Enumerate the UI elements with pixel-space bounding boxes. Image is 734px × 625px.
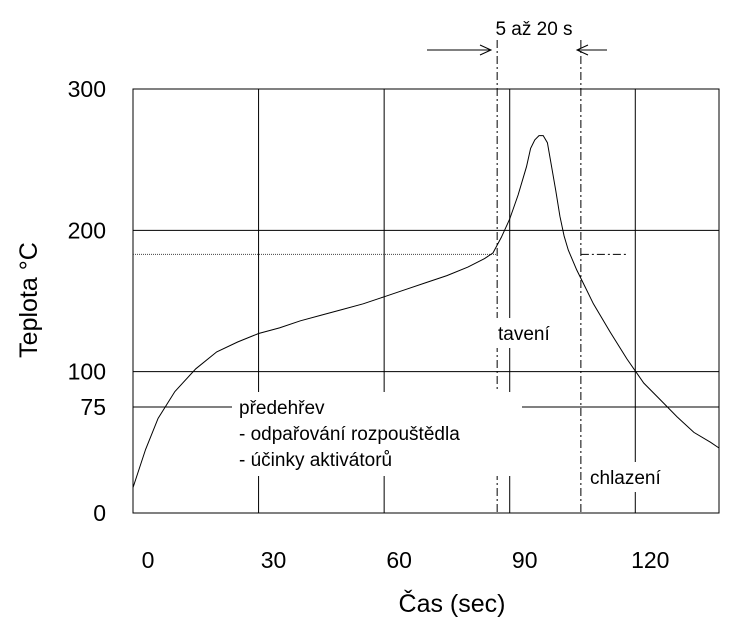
- y-tick-label: 75: [80, 394, 106, 420]
- cooling-label: chlazení: [590, 468, 661, 489]
- melting-label: tavení: [498, 324, 550, 345]
- annotations: předehřev - odpařování rozpouštědla - úč…: [232, 318, 706, 492]
- cooling-label-background: [586, 462, 706, 492]
- x-tick-label: 90: [512, 547, 538, 573]
- preheat-line-1: - odpařování rozpouštědla: [239, 424, 460, 445]
- reference-lines: [133, 40, 627, 513]
- preheat-label-background: [232, 392, 522, 476]
- preheat-title: předehřev: [239, 398, 325, 419]
- interval-marker: 5 až 20 s: [427, 19, 607, 56]
- x-tick-label: 60: [386, 547, 412, 573]
- temperature-curve: [132, 135, 720, 488]
- y-tick-label: 100: [68, 359, 106, 385]
- interval-arrow-left-head: [479, 44, 493, 56]
- x-tick-label: 120: [631, 547, 669, 573]
- interval-arrow-right-head: [575, 44, 589, 56]
- interval-label: 5 až 20 s: [495, 19, 572, 40]
- y-axis-label: Teplota °C: [15, 242, 43, 358]
- preheat-line-2: - účinky aktivátorů: [239, 450, 392, 471]
- y-tick-label: 300: [68, 76, 106, 102]
- y-tick-label: 0: [93, 500, 106, 526]
- temperature-series-line: [132, 135, 720, 488]
- y-tick-label: 200: [68, 217, 106, 243]
- melting-label-background: [492, 318, 570, 348]
- x-tick-label: 30: [261, 547, 287, 573]
- x-axis-label: Čas (sec): [399, 589, 506, 618]
- tick-labels: 0 30 60 90 120 0 75 100 200 300: [68, 76, 670, 573]
- x-tick-label: 0: [142, 547, 155, 573]
